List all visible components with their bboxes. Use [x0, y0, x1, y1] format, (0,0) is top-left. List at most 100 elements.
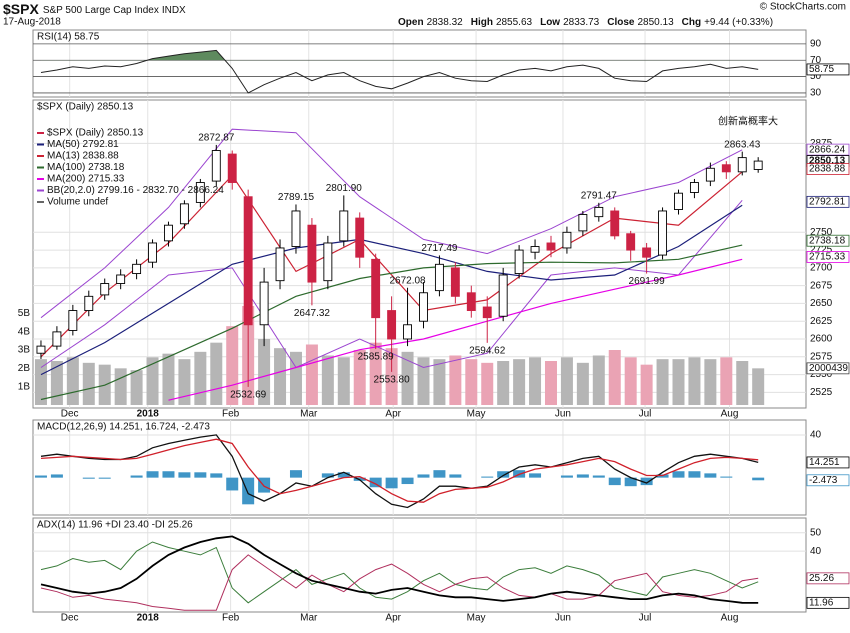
- macd-histogram-bar: [529, 473, 542, 478]
- x-tick-label: Aug: [721, 409, 739, 420]
- candle-body: [227, 153, 237, 183]
- candle-body: [36, 345, 46, 354]
- macd-histogram-bar: [289, 470, 302, 478]
- moving-average: [168, 258, 743, 401]
- quote-label: Low: [540, 17, 560, 28]
- quote-value: +9.44 (+0.33%): [704, 17, 773, 28]
- x-tick-label: Dec: [61, 613, 79, 624]
- volume-bar: [258, 339, 271, 405]
- x-tick-label: 2018: [137, 409, 160, 420]
- price-annotation: 2672.08: [389, 275, 426, 286]
- legend-swatch: [37, 166, 44, 169]
- candle-body: [259, 281, 269, 326]
- rsi-overbought-fill: [40, 50, 759, 61]
- credit: © StockCharts.com: [760, 2, 846, 13]
- moving-average: [40, 204, 743, 376]
- macd-histogram-bar: [752, 477, 765, 481]
- candle-body: [642, 247, 652, 258]
- candle-body: [211, 150, 221, 182]
- volume-bar: [736, 361, 749, 405]
- panel-title: RSI(14) 58.75: [37, 32, 100, 43]
- value-box-label: 2000439: [809, 363, 848, 374]
- index-name: S&P 500 Large Cap Index: [43, 5, 159, 16]
- candle-body: [434, 263, 444, 292]
- macd-histogram-bar: [688, 471, 701, 478]
- candle-body: [546, 242, 556, 251]
- macd-histogram-bar: [34, 475, 47, 478]
- candle-body: [610, 210, 620, 237]
- macd-histogram-bar: [194, 472, 207, 478]
- candle-body: [148, 242, 157, 263]
- legend-swatch: [37, 201, 44, 203]
- value-box-label: 58.75: [809, 64, 834, 75]
- candle-body: [737, 157, 747, 173]
- legend-label: BB(20,2.0) 2799.16 - 2832.70 - 2866.24: [47, 185, 224, 196]
- macd-histogram-bar: [146, 471, 159, 478]
- moving-average: [40, 171, 743, 358]
- macd-histogram-bar: [226, 477, 239, 491]
- macd-histogram-bar: [321, 473, 334, 478]
- x-tick-label: Apr: [385, 409, 401, 420]
- macd-histogram-bar: [178, 472, 191, 478]
- candle-body: [164, 224, 173, 242]
- macd-histogram-bar: [720, 476, 733, 478]
- volume-bar: [640, 364, 653, 405]
- candle-body: [132, 263, 142, 275]
- adx-line: [40, 554, 759, 611]
- candle-body: [705, 167, 715, 182]
- adx-line: [40, 541, 759, 604]
- candle-body: [68, 310, 78, 331]
- macd-histogram-bar: [130, 475, 143, 478]
- volume-bar: [114, 368, 127, 405]
- candle-body: [243, 196, 253, 326]
- value-box: [806, 456, 850, 469]
- volume-bar: [544, 361, 557, 405]
- x-tick-label: 2018: [137, 613, 160, 624]
- candle-body: [658, 210, 668, 256]
- volume-bar: [465, 359, 478, 405]
- volume-bar: [34, 359, 47, 405]
- volume-bar: [305, 344, 318, 405]
- price-annotation: 2691.99: [629, 276, 666, 287]
- y-tick-label: 2675: [810, 280, 833, 291]
- y-tick-label: 2875: [810, 138, 833, 149]
- macd-histogram-bar: [369, 477, 382, 488]
- volume-bar: [130, 370, 143, 405]
- candle-body: [594, 206, 604, 218]
- quote-value: 2833.73: [563, 17, 600, 28]
- legend-label: MA(50) 2792.81: [47, 139, 119, 150]
- volume-bar: [146, 357, 159, 405]
- y-tick-label: 2725: [810, 245, 833, 256]
- panel-title: ADX(14) 11.96 +DI 23.40 -DI 25.26: [37, 520, 193, 531]
- candle-body: [403, 324, 412, 340]
- price-annotation: 2647.32: [294, 308, 331, 319]
- quote-label: High: [471, 17, 493, 28]
- value-box: [806, 195, 850, 208]
- value-box-label: 2792.81: [809, 196, 846, 207]
- price-annotation: 2585.89: [358, 352, 395, 363]
- candle-body: [100, 283, 110, 296]
- macd-histogram-bar: [704, 473, 717, 478]
- macd-histogram-bar: [576, 474, 589, 478]
- macd-histogram-bar: [608, 477, 621, 486]
- value-box: [806, 572, 850, 585]
- volume-bar: [513, 359, 526, 405]
- y-tick-label: 30: [810, 88, 822, 99]
- volume-bar: [481, 362, 494, 405]
- macd-histogram-bar: [242, 477, 255, 505]
- legend-label: $SPX (Daily) 2850.13: [47, 128, 144, 139]
- value-box: [806, 251, 850, 263]
- macd-histogram-bar: [497, 471, 510, 478]
- y-tick-label: 2600: [810, 334, 833, 345]
- legend-label: Volume undef: [47, 197, 108, 208]
- value-box-label: 2715.33: [809, 252, 846, 263]
- y-tick-label: 2625: [810, 316, 833, 327]
- annotation: 创新高概率大: [718, 115, 778, 128]
- x-tick-label: Jul: [639, 613, 652, 624]
- price-annotation: 2717.49: [421, 243, 458, 254]
- macd-histogram-bar: [417, 474, 430, 478]
- adx-panel: [32, 517, 807, 613]
- price-annotation: 2801.90: [326, 183, 363, 194]
- candle-body: [626, 233, 636, 251]
- volume-bar: [353, 350, 366, 405]
